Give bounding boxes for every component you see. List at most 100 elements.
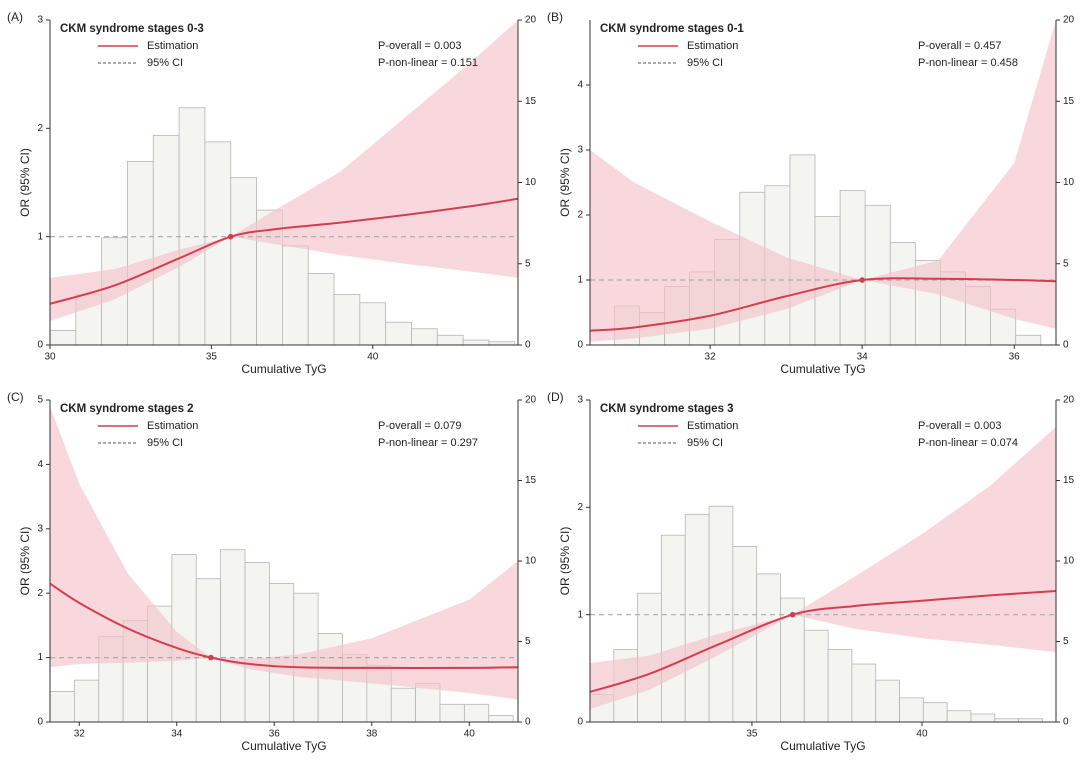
histogram-bar	[390, 687, 417, 722]
y2-tick-label: 10	[1063, 556, 1075, 567]
x-tick-label: 35	[746, 729, 758, 740]
histogram-bar	[946, 710, 972, 722]
histogram-bar	[385, 321, 412, 345]
y-tick-label: 1	[577, 275, 583, 286]
y-tick-label: 4	[37, 459, 43, 470]
histogram-bar	[684, 513, 710, 722]
ci-band	[50, 406, 518, 700]
plot-area	[590, 426, 1056, 722]
histogram-bar	[268, 583, 295, 722]
annotation: P-non-linear = 0.458	[918, 57, 1018, 69]
y-tick-label: 2	[577, 502, 583, 513]
legend-label: Estimation	[687, 420, 738, 432]
histogram-bar	[875, 679, 900, 722]
x-tick-label: 40	[367, 352, 379, 363]
y2-tick-label: 20	[1063, 15, 1075, 26]
estimation-line	[590, 277, 1056, 332]
histogram-bar	[436, 334, 464, 345]
y-tick-label: 2	[37, 123, 43, 134]
y-tick-label: 0	[577, 717, 583, 728]
reference-point	[789, 611, 796, 618]
reference-point	[227, 233, 234, 240]
x-axis-label: Cumulative TyG	[241, 739, 326, 753]
histogram-bar	[803, 629, 829, 722]
y2-tick-label: 10	[1063, 177, 1075, 188]
chart-title: CKM syndrome stages 3	[600, 403, 734, 415]
y2-tick-label: 20	[1063, 395, 1075, 406]
y2-tick-label: 5	[525, 636, 531, 647]
legend-label: 95% CI	[147, 57, 183, 69]
y2-tick-label: 15	[1063, 475, 1075, 486]
panel-label: (A)	[7, 10, 23, 24]
chart-title: CKM syndrome stages 0-3	[60, 23, 204, 35]
histogram-bar	[127, 160, 154, 345]
x-axis-label: Cumulative TyG	[780, 362, 865, 376]
y-tick-label: 1	[577, 609, 583, 620]
histogram-bar	[281, 245, 309, 345]
histogram-bar	[922, 702, 948, 722]
x-axis-label: Cumulative TyG	[780, 739, 865, 753]
panel-label: (C)	[7, 390, 24, 404]
reference-point	[859, 277, 865, 283]
y-axis-label: OR (95% CI)	[558, 527, 572, 596]
legend-label: 95% CI	[687, 57, 723, 69]
estimation-line	[590, 590, 1056, 693]
y2-tick-label: 0	[525, 717, 531, 728]
y-tick-label: 0	[577, 340, 583, 351]
histogram-bar	[970, 713, 996, 722]
y-tick-label: 1	[37, 231, 43, 242]
histogram-bar	[661, 534, 686, 722]
histogram-bar	[1018, 718, 1043, 722]
y-tick-label: 3	[37, 523, 43, 534]
ci-band	[590, 20, 1056, 342]
y-tick-label: 5	[37, 395, 43, 406]
estimation-line	[50, 582, 518, 669]
annotation: P-overall = 0.003	[918, 420, 1001, 432]
y-axis-label: OR (95% CI)	[18, 148, 32, 217]
histogram-bar	[307, 273, 335, 345]
histogram-bar	[827, 649, 853, 722]
histogram-bar	[50, 691, 75, 722]
histogram-bar	[889, 242, 916, 345]
histogram-bar	[359, 302, 387, 345]
x-tick-label: 40	[464, 729, 476, 740]
ci-band	[590, 426, 1056, 710]
histogram-bar	[1015, 334, 1042, 345]
y2-tick-label: 0	[1063, 340, 1069, 351]
panel-label: (B)	[547, 10, 563, 24]
y2-tick-label: 0	[525, 340, 531, 351]
x-tick-label: 34	[857, 352, 869, 363]
legend-label: Estimation	[147, 40, 198, 52]
histogram-bar	[439, 703, 465, 722]
histogram-bar	[789, 154, 816, 345]
legend-label: Estimation	[147, 420, 198, 432]
y-tick-label: 3	[577, 395, 583, 406]
legend-label: Estimation	[687, 40, 738, 52]
panel: 35 40 0 1 2 3 0 5 10 15 20 Cumulative TyG OR (95% CI…	[547, 390, 1075, 753]
histogram-bar	[462, 339, 490, 345]
histogram-bar	[839, 190, 866, 345]
histogram-bar	[50, 329, 77, 345]
plot-area	[50, 20, 518, 345]
y2-tick-label: 0	[1063, 717, 1069, 728]
chart-title: CKM syndrome stages 0-1	[600, 23, 744, 35]
legend-label: 95% CI	[147, 437, 183, 449]
histogram-bar	[152, 134, 180, 345]
histogram-bar	[220, 549, 246, 722]
annotation: P-non-linear = 0.297	[378, 437, 478, 449]
annotation: P-non-linear = 0.151	[378, 57, 478, 69]
y-axis-label: OR (95% CI)	[558, 148, 572, 217]
histogram-bar	[230, 177, 257, 345]
x-tick-label: 30	[44, 352, 56, 363]
histogram-bar	[488, 341, 516, 345]
y2-tick-label: 20	[525, 395, 537, 406]
x-tick-label: 38	[366, 729, 378, 740]
y-tick-label: 2	[577, 210, 583, 221]
annotation: P-overall = 0.003	[378, 40, 461, 52]
x-tick-label: 36	[269, 729, 281, 740]
histogram-bar	[899, 697, 924, 722]
histogram-bar	[73, 679, 100, 722]
